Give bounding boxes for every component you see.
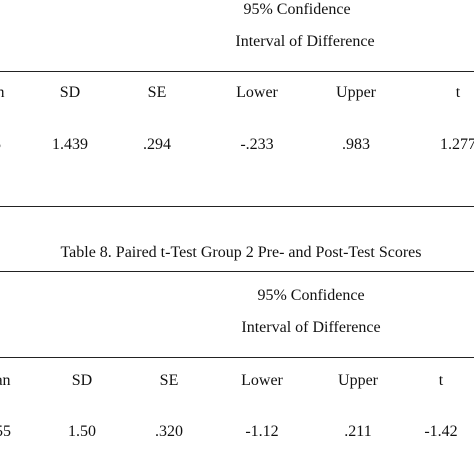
rule: [0, 271, 474, 272]
cell: .211: [344, 423, 372, 440]
column-header: Lower: [241, 372, 283, 389]
column-header: Lower: [236, 84, 278, 101]
cell: -1.12: [245, 423, 279, 440]
cell: .294: [143, 136, 171, 153]
rule: [0, 206, 474, 207]
column-header: SD: [71, 372, 93, 389]
column-header: t: [438, 372, 444, 389]
cell: -1.42: [424, 423, 458, 440]
column-header: Upper: [336, 84, 376, 101]
cell: 5: [0, 136, 1, 154]
cell: .320: [155, 423, 183, 440]
column-header: SE: [159, 372, 179, 389]
cell: .983: [342, 136, 370, 153]
rule: [0, 357, 474, 358]
caption: Table 8. Paired t-Test Group 2 Pre- and …: [60, 244, 422, 261]
column-header: an: [0, 372, 11, 389]
column-header: SE: [147, 84, 167, 101]
group-header: Interval of Difference: [235, 33, 375, 50]
group-header: 95% Confidence: [257, 287, 365, 304]
cell: -.233: [240, 136, 274, 153]
group-header: 95% Confidence: [243, 1, 351, 18]
column-header: SD: [59, 84, 81, 101]
cell: 1.50: [68, 423, 96, 440]
cell: 55: [0, 423, 11, 440]
column-header: t: [455, 84, 461, 101]
rule: [0, 71, 474, 72]
group-header: Interval of Difference: [241, 319, 381, 336]
column-header: an: [0, 84, 5, 101]
cell: 1.277: [440, 136, 474, 153]
column-header: Upper: [338, 372, 378, 389]
cell: 1.439: [52, 136, 88, 153]
